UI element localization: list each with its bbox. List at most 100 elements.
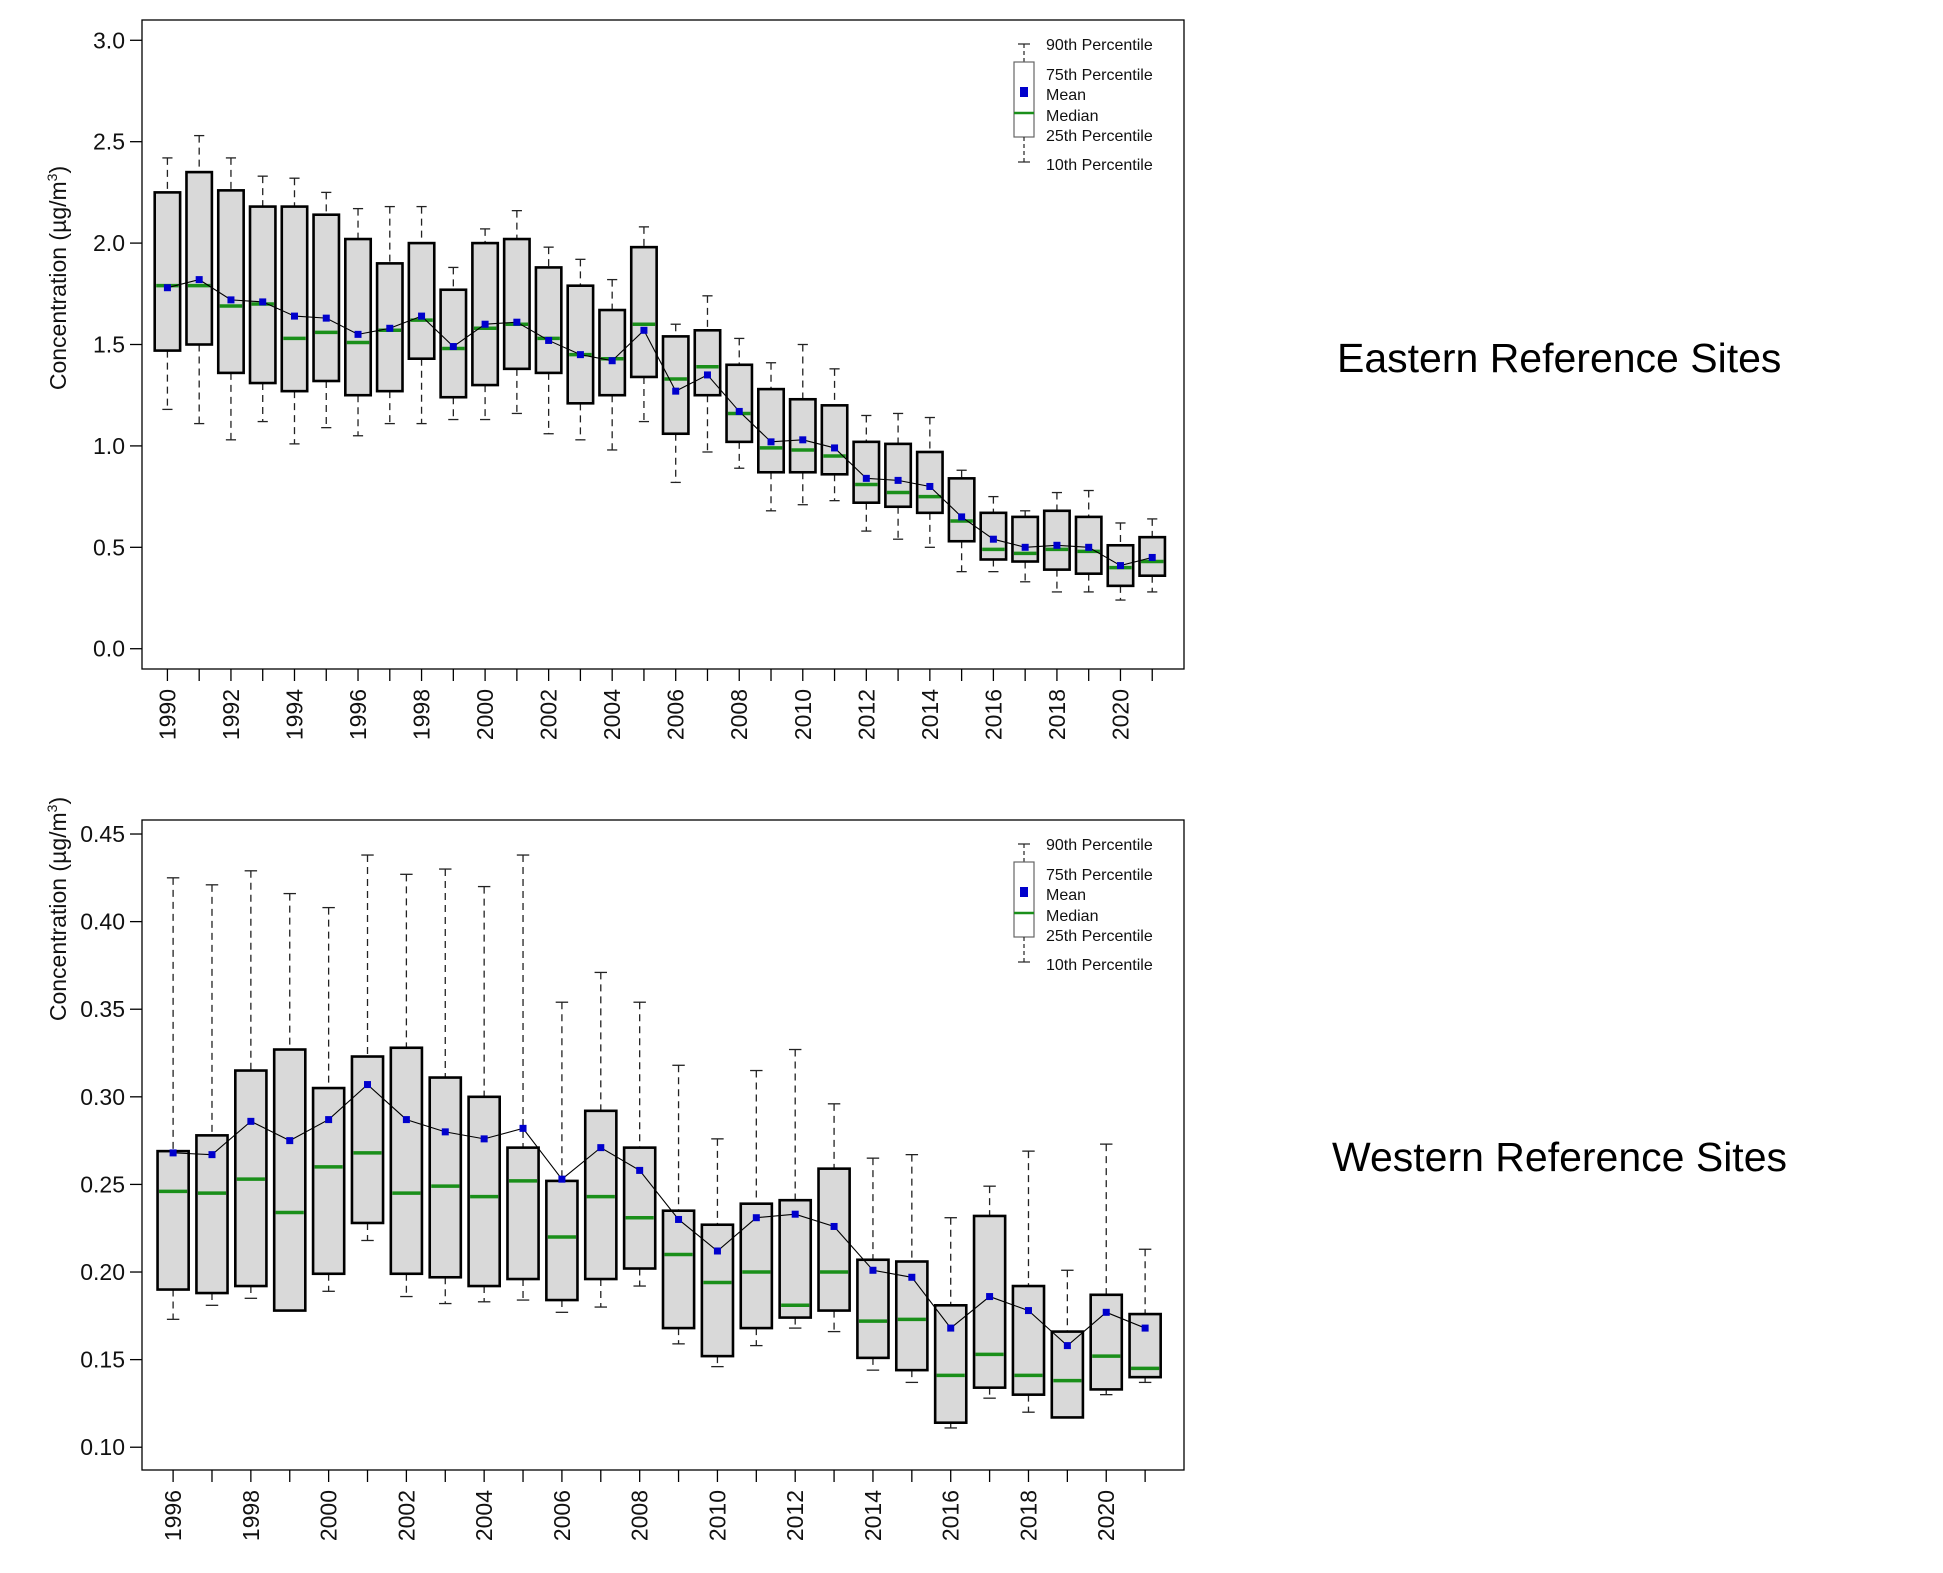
legend-label-mean: Mean	[1046, 887, 1086, 904]
mean-marker-2016	[947, 1324, 955, 1332]
iqr-box	[1042, 509, 1071, 571]
iqr-box	[661, 335, 690, 436]
x-tick-label: 1990	[154, 689, 180, 740]
eastern-region-title: Eastern Reference Sites	[1337, 335, 1782, 381]
iqr-box	[534, 266, 563, 375]
mean-marker-1996	[354, 330, 362, 338]
box-2000	[471, 228, 500, 421]
legend-label-p75: 75th Percentile	[1046, 867, 1153, 884]
mean-marker-1995	[322, 314, 330, 322]
legend-label-p10: 10th Percentile	[1046, 957, 1153, 974]
iqr-box	[216, 189, 245, 375]
box-1999	[439, 266, 468, 421]
box-2011	[739, 1069, 774, 1347]
box-2007	[583, 971, 618, 1308]
iqr-box	[622, 1146, 657, 1270]
box-2021	[1128, 1248, 1162, 1384]
box-2016	[933, 1217, 968, 1429]
mean-marker-2005	[640, 326, 648, 334]
iqr-box	[311, 1086, 346, 1276]
mean-marker-2018	[1024, 1307, 1032, 1315]
box-2004	[467, 885, 502, 1303]
box-2020	[1089, 1143, 1124, 1396]
box-1997	[375, 205, 404, 425]
iqr-box	[788, 397, 817, 474]
mean-marker-1990	[163, 284, 171, 292]
y-tick-label: 1.0	[93, 433, 125, 459]
box-2003	[566, 258, 595, 441]
x-tick-label: 2018	[1044, 689, 1070, 740]
svg-text:Concentration (µg/m3): Concentration (µg/m3)	[44, 797, 71, 1021]
box-2013	[884, 412, 913, 540]
mean-marker-2007	[703, 371, 711, 379]
box-2008	[622, 1001, 657, 1287]
y-tick-label: 0.45	[80, 821, 125, 847]
eastern-boxplot-chart: Concentration (µg/m3) 90th Percentile 75t…	[44, 19, 1185, 740]
x-tick-label: 2000	[316, 1490, 342, 1541]
y-tick-label: 2.0	[93, 230, 125, 256]
plot-area: 0.0 0.5 1.0 1.5 2.0 2.5 3.0 1990 1992 1994 1996 199…	[93, 19, 1185, 740]
legend-mean-marker	[1020, 87, 1028, 97]
mean-marker-2014	[869, 1266, 877, 1274]
iqr-box	[700, 1223, 735, 1358]
mean-marker-2006	[558, 1175, 566, 1183]
box-2010	[788, 343, 817, 506]
x-tick-label: 1994	[281, 689, 307, 740]
mean-marker-2007	[597, 1144, 605, 1152]
y-tick-label: 0.25	[80, 1171, 125, 1197]
mean-marker-2021	[1141, 1324, 1149, 1332]
box-2006	[545, 1001, 579, 1313]
iqr-box	[778, 1198, 813, 1319]
iqr-box	[153, 191, 182, 352]
iqr-box	[947, 477, 976, 543]
box-1999	[272, 892, 307, 1312]
x-tick-label: 2008	[726, 689, 752, 740]
mean-marker-2017	[1021, 543, 1029, 551]
y-tick-label: 0.0	[93, 636, 125, 662]
box-2017	[972, 1185, 1007, 1399]
x-tick-label: 2006	[549, 1490, 575, 1541]
iqr-box	[856, 1258, 890, 1360]
iqr-box	[933, 1304, 968, 1424]
box-2002	[389, 873, 424, 1298]
plot-frame	[141, 819, 1185, 1471]
box-1992	[216, 157, 245, 441]
iqr-box	[506, 1146, 540, 1281]
y-tick-label: 0.5	[93, 534, 125, 560]
mean-trend-line	[173, 1083, 1146, 1347]
mean-marker-2002	[545, 336, 553, 344]
mean-marker-2017	[986, 1293, 994, 1301]
mean-marker-2008	[636, 1166, 644, 1174]
box-2002	[534, 246, 563, 435]
iqr-box	[407, 241, 436, 360]
box-2012	[778, 1048, 813, 1329]
iqr-box	[817, 1167, 851, 1312]
x-tick-label: 2020	[1093, 1490, 1119, 1541]
x-tick-label: 2016	[938, 1490, 964, 1541]
box-2018	[1042, 491, 1071, 593]
mean-marker-2011	[831, 444, 839, 452]
mean-marker-2016	[989, 535, 997, 543]
legend-label-p25: 25th Percentile	[1046, 928, 1153, 945]
x-tick-label: 1998	[238, 1490, 264, 1541]
mean-marker-2021	[1148, 553, 1156, 561]
legend-label-median: Median	[1046, 908, 1098, 925]
x-tick-label: 2002	[536, 689, 562, 740]
x-tick-label: 2004	[471, 1490, 497, 1541]
western-region-title: Western Reference Sites	[1332, 1134, 1788, 1180]
iqr-box	[739, 1202, 774, 1330]
iqr-box	[725, 363, 754, 444]
mean-marker-2010	[799, 436, 807, 444]
box-2006	[661, 323, 690, 484]
iqr-box	[884, 442, 913, 509]
box-2015	[894, 1153, 929, 1384]
legend-label-mean: Mean	[1046, 87, 1086, 104]
iqr-box	[185, 170, 214, 346]
box-2001	[350, 854, 385, 1242]
legend-label-p90: 90th Percentile	[1046, 837, 1153, 854]
mean-marker-2019	[1085, 543, 1093, 551]
mean-marker-2018	[1053, 541, 1061, 549]
mean-marker-2003	[441, 1128, 449, 1136]
box-1996	[156, 877, 190, 1320]
x-tick-label: 2002	[393, 1490, 419, 1541]
